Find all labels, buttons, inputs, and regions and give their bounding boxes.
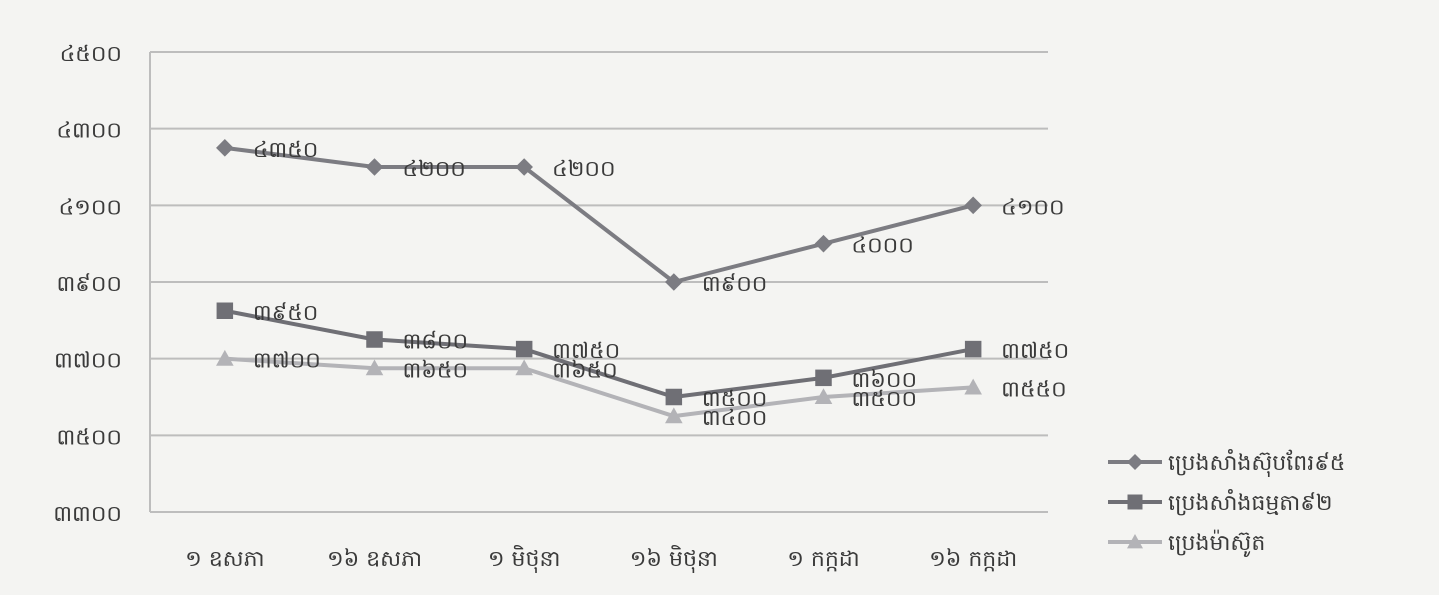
data-point-marker [665, 388, 683, 406]
y-tick-label: ៣៣០០ [53, 502, 122, 527]
data-point-marker [515, 340, 533, 358]
x-tick-label: ១៦ កក្កដា [929, 547, 1017, 572]
data-label: ៣៧០០ [253, 349, 321, 374]
legend-marker [1127, 534, 1143, 549]
data-label: ៣៧៥០ [552, 339, 620, 364]
data-label: ៣៤០០ [702, 406, 768, 431]
y-tick-label: ៤១០០ [59, 195, 122, 220]
data-label: ៤១០០ [1001, 195, 1064, 220]
series-lines [216, 139, 982, 424]
legend-label: ប្រេងម៉ាស៊ូត [1168, 529, 1265, 557]
y-axis-ticks: ៣៣០០ ៣៥០០ ៣៧០០ ៣៩០០ ៤១០០ ៤៣០០ ៤៥០០ [53, 42, 122, 527]
data-label: ៣៥០០ [702, 387, 768, 412]
data-point-marker [365, 359, 384, 376]
gridlines [149, 51, 1048, 513]
data-label: ៤២០០ [552, 157, 615, 182]
data-point-marker [665, 273, 683, 291]
data-point-marker [216, 139, 234, 157]
data-point-marker [964, 378, 982, 395]
data-label: ៣៦០០ [852, 368, 918, 393]
legend-label: ប្រេងសាំងធម្មតា៩២ [1168, 489, 1332, 516]
x-tick-label: ១ កក្កដា [787, 547, 860, 572]
data-label: ៣៦៥០ [552, 358, 618, 383]
data-point-marker [814, 234, 833, 253]
y-tick-label: ៣៩០០ [56, 272, 122, 297]
data-label: ៣៧៥០ [1001, 339, 1069, 364]
legend-marker [1127, 494, 1143, 510]
data-point-marker [515, 158, 533, 176]
legend-label: ប្រេងសាំងស៊ុបពែរ៩៥ [1168, 449, 1345, 477]
y-tick-label: ៣៥០០ [56, 425, 122, 450]
data-label: ៣៩០០ [702, 272, 768, 297]
data-label: ៣៨០០ [403, 330, 469, 355]
series-line [224, 308, 974, 399]
x-tick-label: ១៦ ឧសភា [327, 547, 422, 572]
data-point-marker [366, 331, 383, 348]
y-tick-label: ៣៧០០ [54, 349, 122, 374]
y-tick-label: ៤៥០០ [60, 42, 122, 67]
x-tick-label: ១៦ មិថុនា [630, 545, 718, 573]
y-tick-label: ៤៣០០ [56, 119, 122, 144]
data-point-marker [814, 388, 833, 405]
legend: ប្រេងសាំងស៊ុបពែរ៩៥ប្រេងសាំងធម្មតា៩២ប្រេង… [1108, 449, 1345, 557]
data-point-marker [964, 340, 982, 358]
data-label: ៣៩៥០ [253, 301, 319, 326]
data-point-marker [216, 302, 234, 319]
data-point-marker [515, 359, 533, 376]
data-label: ៤០០០ [852, 234, 914, 259]
data-label: ៣៥៥០ [1001, 377, 1067, 402]
data-point-marker [815, 369, 832, 387]
data-label: ៤៣៥០ [253, 138, 319, 163]
data-point-marker [216, 349, 234, 366]
data-label: ៤២០០ [403, 157, 466, 182]
legend-marker [1127, 454, 1143, 470]
x-axis-ticks: ១ ឧសភា ១៦ ឧសភា ១ មិថុនា ១៦ មិថុនា ១ កក្កដា ១៦… [185, 545, 1017, 573]
data-label: ៣៥០០ [852, 387, 918, 412]
data-point-marker [964, 196, 982, 215]
series-line [224, 145, 974, 284]
x-tick-label: ១ មិថុនា [488, 545, 561, 573]
x-tick-label: ១ ឧសភា [185, 547, 265, 572]
data-point-marker [365, 158, 384, 176]
data-label: ៣៦៥០ [403, 358, 469, 383]
series-line [224, 356, 974, 419]
data-point-marker [665, 407, 683, 424]
